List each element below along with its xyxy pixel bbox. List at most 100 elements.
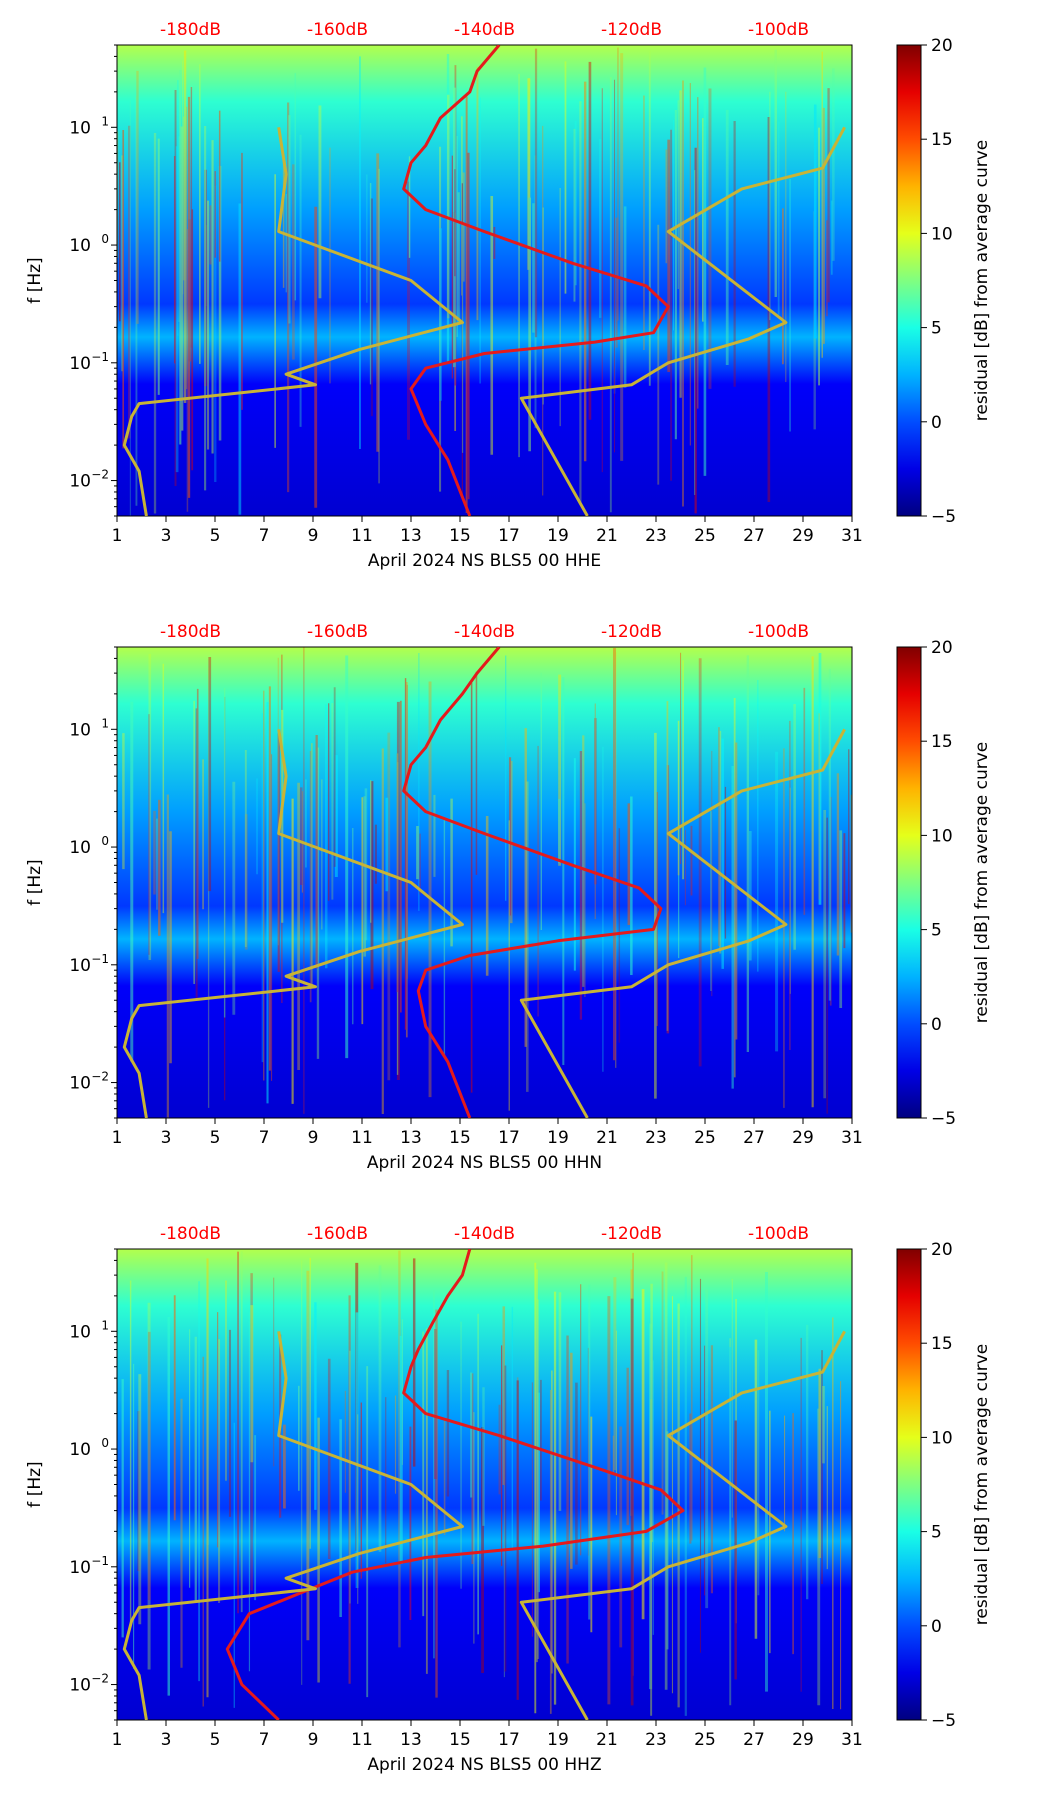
x-tick-label: 5 xyxy=(210,1128,221,1148)
y-tick-exponent: 0 xyxy=(101,1436,109,1450)
x-tick-label: 23 xyxy=(645,1730,667,1750)
top-axis-db-label: -100dB xyxy=(748,622,809,642)
x-tick-label: 9 xyxy=(308,1128,319,1148)
x-tick-label: 29 xyxy=(792,526,814,546)
spectrogram-panel-hhn: 1 3 5 7 9 11 13 15 17 19 21 23 25 27 29 31 10 −2 10 −1 10 0 10… xyxy=(0,602,1052,1204)
colorbar xyxy=(896,646,922,1119)
curve-nhnm xyxy=(519,728,846,1118)
x-axis-label: April 2024 NS BLS5 00 HHE xyxy=(368,551,601,571)
x-tick-label: 27 xyxy=(743,1730,765,1750)
colorbar-tick-label: 20 xyxy=(931,638,953,658)
x-tick-label: 17 xyxy=(498,1730,520,1750)
y-tick-label: 10 xyxy=(69,1322,91,1342)
top-axis-db-label: -100dB xyxy=(748,20,809,40)
top-axis-db-label: -160dB xyxy=(307,20,368,40)
x-tick-label: 3 xyxy=(161,1730,172,1750)
x-tick-label: 27 xyxy=(743,526,765,546)
x-tick-label: 5 xyxy=(210,1730,221,1750)
y-tick-label: 10 xyxy=(69,956,91,976)
x-tick-label: 29 xyxy=(792,1730,814,1750)
x-tick-label: 21 xyxy=(596,526,618,546)
x-axis-label: April 2024 NS BLS5 00 HHZ xyxy=(367,1755,601,1775)
top-axis-db-label: -100dB xyxy=(748,1224,809,1244)
x-tick-label: 7 xyxy=(259,526,270,546)
y-axis-label: f [Hz] xyxy=(25,1461,45,1507)
y-tick-label: 10 xyxy=(69,838,91,858)
x-tick-label: 19 xyxy=(547,526,569,546)
y-tick-exponent: −1 xyxy=(91,1554,109,1568)
y-tick-label: 10 xyxy=(69,354,91,374)
x-tick-label: 5 xyxy=(210,526,221,546)
top-axis-db-label: -180dB xyxy=(160,1224,221,1244)
x-tick-label: 15 xyxy=(449,1730,471,1750)
colorbar-tick-label: 0 xyxy=(931,1617,942,1637)
colorbar-tick-label: 5 xyxy=(931,319,942,339)
colorbar-tick-label: 0 xyxy=(931,1015,942,1035)
curve-average-psd xyxy=(402,45,670,516)
x-tick-label: 25 xyxy=(694,526,716,546)
curve-nlnm xyxy=(122,729,464,1118)
x-tick-label: 9 xyxy=(308,526,319,546)
x-tick-label: 11 xyxy=(351,1128,373,1148)
y-tick-label: 10 xyxy=(69,1558,91,1578)
x-tick-label: 1 xyxy=(112,1730,123,1750)
top-axis-db-label: -140dB xyxy=(454,622,515,642)
y-tick-exponent: −2 xyxy=(91,1070,109,1084)
x-tick-label: 31 xyxy=(841,526,863,546)
spectrogram-texture xyxy=(122,647,852,1118)
x-tick-label: 7 xyxy=(259,1128,270,1148)
colorbar-tick-label: 15 xyxy=(931,732,953,752)
y-tick-label: 10 xyxy=(69,1074,91,1094)
colorbar xyxy=(896,1248,922,1721)
colorbar-tick-label: 0 xyxy=(931,413,942,433)
x-tick-label: 17 xyxy=(498,1128,520,1148)
spectrogram-image xyxy=(117,45,852,516)
colorbar-tick-label: −5 xyxy=(931,1711,956,1731)
x-tick-label: 11 xyxy=(351,526,373,546)
colorbar-tick-label: −5 xyxy=(931,507,956,527)
spectrogram-texture xyxy=(121,1250,842,1716)
top-axis-db-label: -180dB xyxy=(160,622,221,642)
curve-nhnm xyxy=(519,126,846,516)
spectrogram-texture xyxy=(117,47,835,516)
spectrogram-panel-hhz: 1 3 5 7 9 11 13 15 17 19 21 23 25 27 29 31 10 −2 10 −1 10 0 10… xyxy=(0,1204,1052,1806)
x-tick-label: 31 xyxy=(841,1128,863,1148)
y-tick-exponent: 1 xyxy=(101,114,109,128)
colorbar-tick-label: 20 xyxy=(931,1240,953,1260)
x-tick-label: 25 xyxy=(694,1128,716,1148)
top-axis-db-label: -140dB xyxy=(454,20,515,40)
y-tick-exponent: 0 xyxy=(101,232,109,246)
y-tick-exponent: 1 xyxy=(101,1318,109,1332)
y-tick-exponent: −1 xyxy=(91,350,109,364)
y-tick-exponent: 1 xyxy=(101,716,109,730)
y-tick-exponent: −2 xyxy=(91,468,109,482)
y-tick-exponent: −1 xyxy=(91,952,109,966)
x-tick-label: 9 xyxy=(308,1730,319,1750)
top-axis-db-label: -160dB xyxy=(307,622,368,642)
x-tick-label: 11 xyxy=(351,1730,373,1750)
colorbar-tick-label: 10 xyxy=(931,826,953,846)
colorbar-tick-label: 15 xyxy=(931,130,953,150)
colorbar-label: residual [dB] from average curve xyxy=(972,140,992,421)
top-axis-db-label: -120dB xyxy=(601,20,662,40)
y-tick-label: 10 xyxy=(69,118,91,138)
y-tick-label: 10 xyxy=(69,1676,91,1696)
x-tick-label: 25 xyxy=(694,1730,716,1750)
curve-nlnm xyxy=(122,1331,464,1720)
curve-average-psd xyxy=(402,647,663,1118)
y-axis-label: f [Hz] xyxy=(25,257,45,303)
x-tick-label: 15 xyxy=(449,526,471,546)
spectrogram-panel-hhe: 1 3 5 7 9 11 13 15 17 19 21 23 25 27 29 31 10 −2 10 −1 10 0 10… xyxy=(0,0,1052,602)
curve-nhnm xyxy=(519,1330,846,1720)
colorbar xyxy=(896,44,922,517)
top-axis-db-label: -180dB xyxy=(160,20,221,40)
x-tick-label: 21 xyxy=(596,1128,618,1148)
y-tick-label: 10 xyxy=(69,236,91,256)
x-tick-label: 1 xyxy=(112,1128,123,1148)
x-tick-label: 27 xyxy=(743,1128,765,1148)
x-axis-label: April 2024 NS BLS5 00 HHN xyxy=(367,1153,602,1173)
y-tick-exponent: −2 xyxy=(91,1672,109,1686)
x-tick-label: 3 xyxy=(161,526,172,546)
